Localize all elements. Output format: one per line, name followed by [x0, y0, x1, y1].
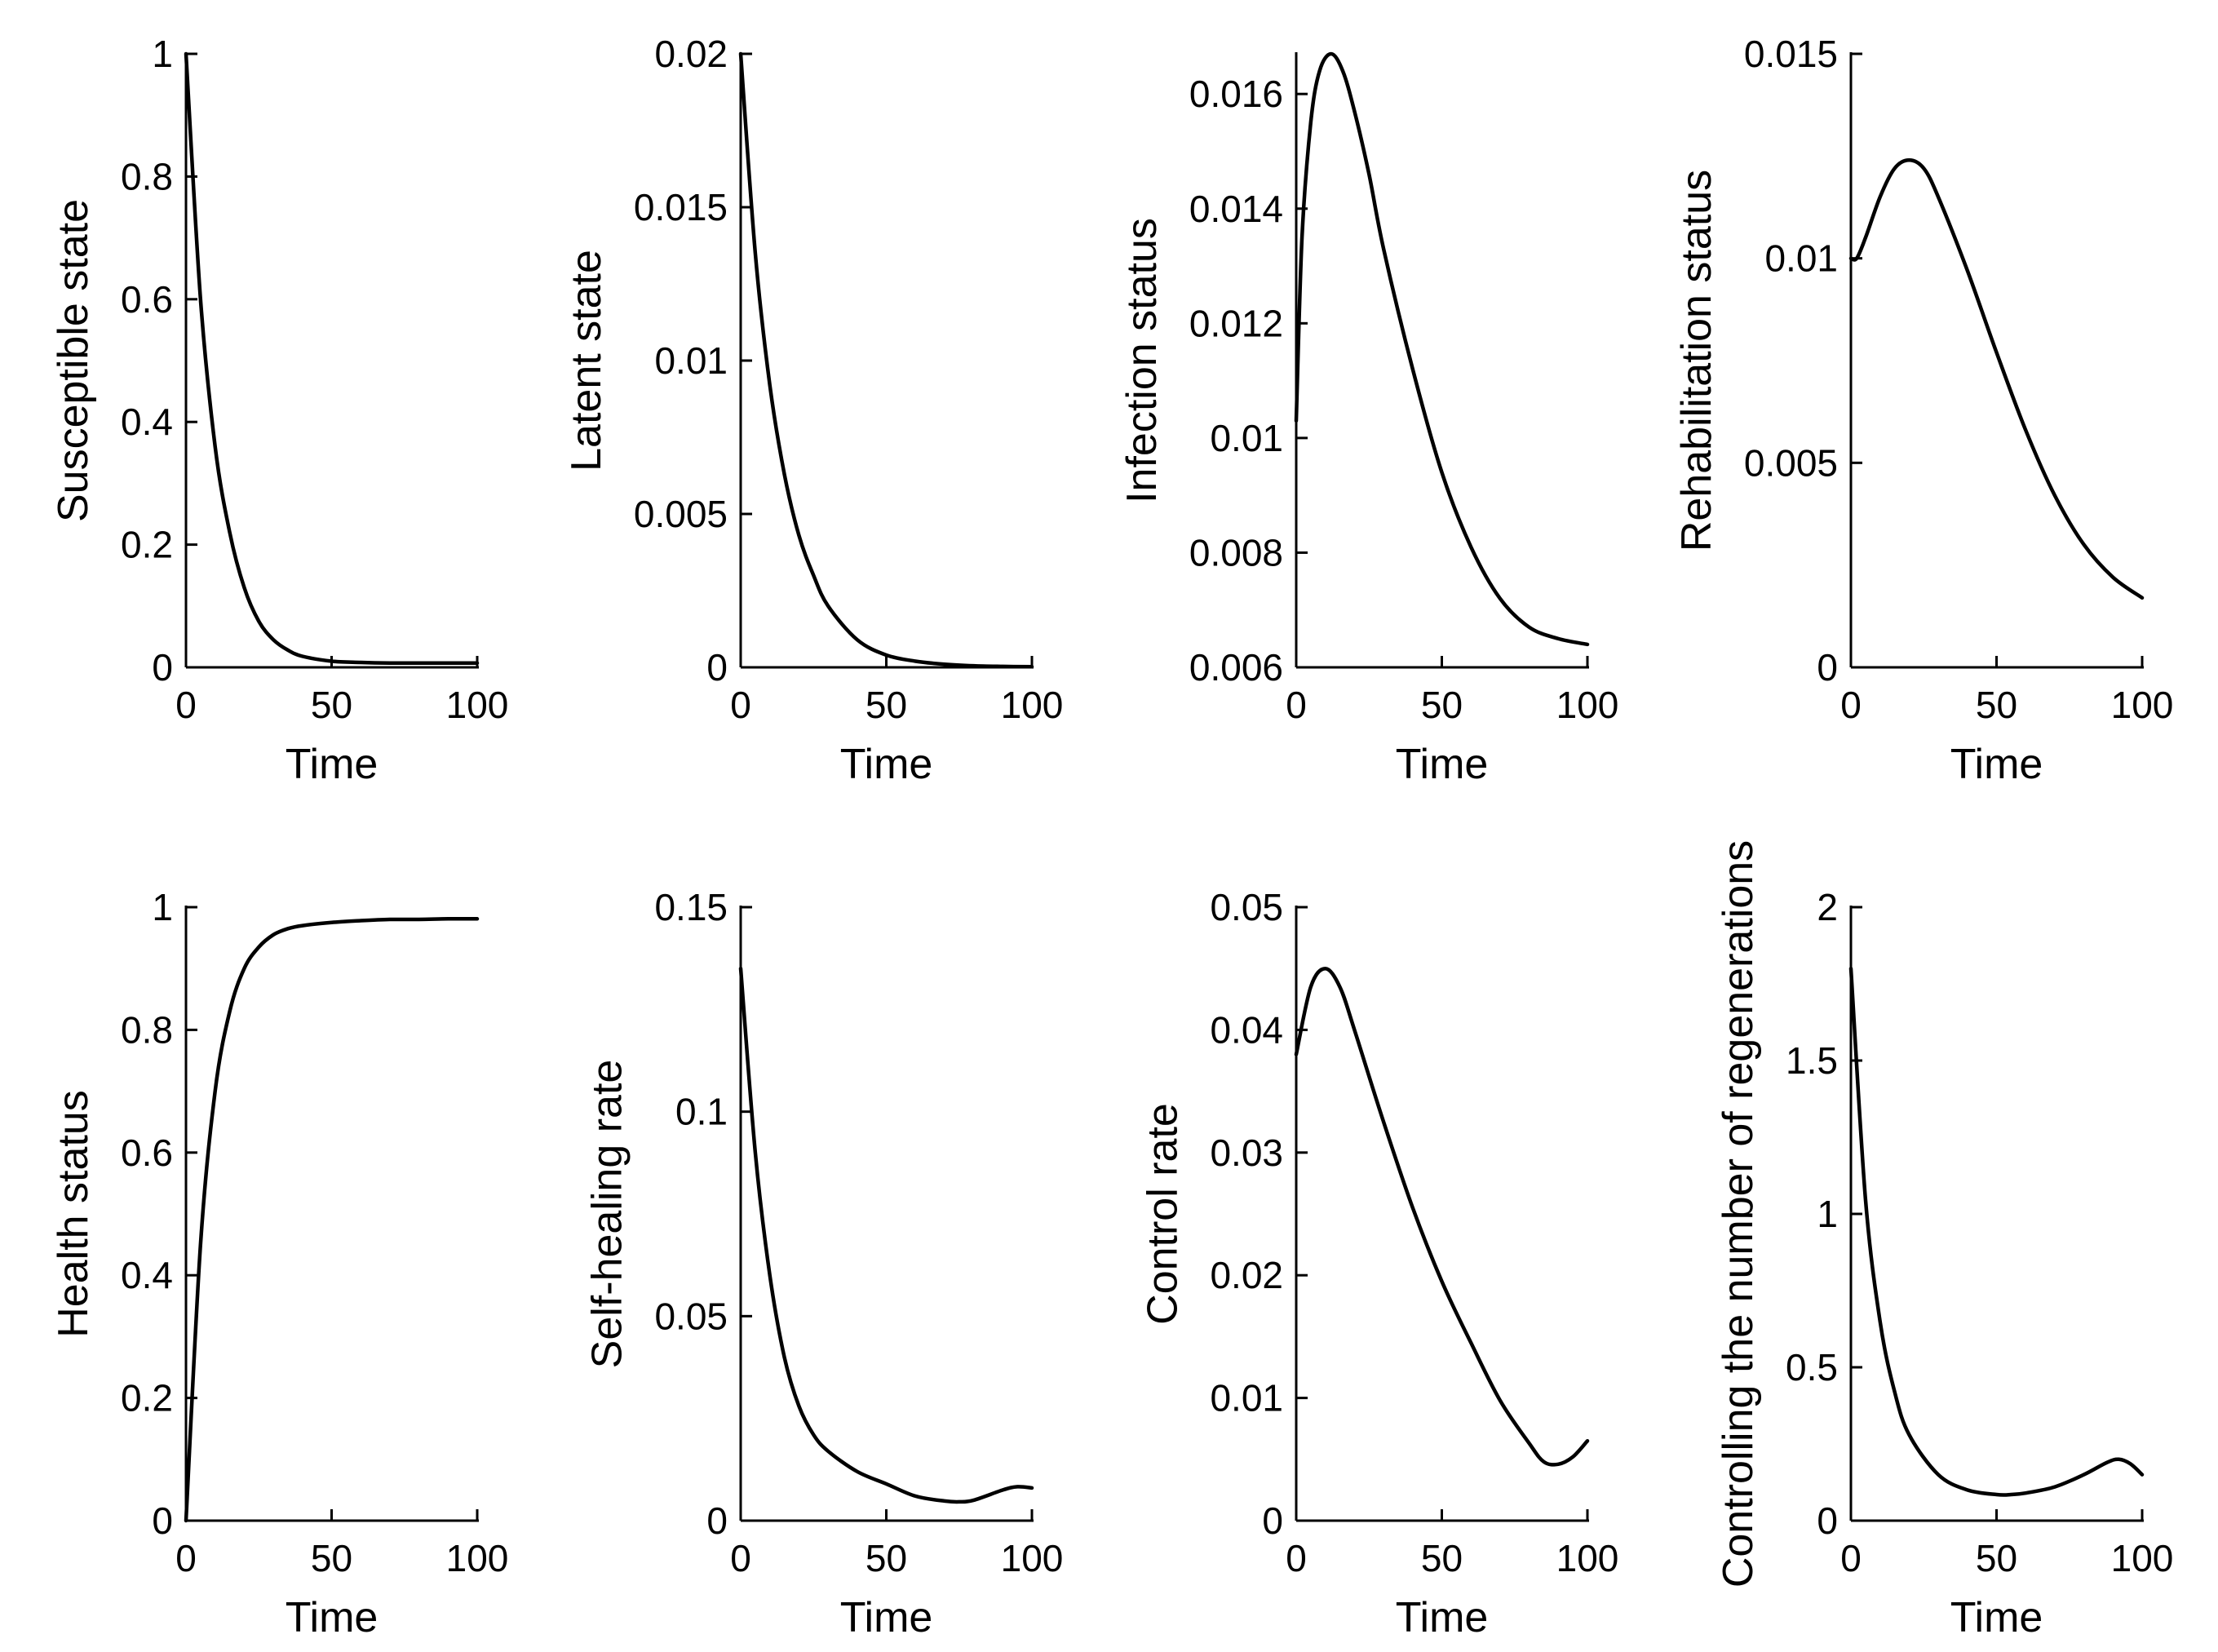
x-tick-label: 50	[1976, 1537, 2017, 1579]
y-axis-label: Health status	[50, 1090, 97, 1338]
series-line	[184, 51, 480, 666]
y-tick-label: 0	[1817, 646, 1838, 689]
y-tick-label: 0.008	[1189, 531, 1283, 574]
y-tick-label: 0.5	[1786, 1346, 1838, 1388]
series-line	[738, 966, 1034, 1504]
x-axis-label: Time	[286, 1594, 379, 1641]
x-tick-label: 100	[2111, 684, 2174, 726]
x-tick-label: 100	[446, 1537, 509, 1579]
y-tick-label: 0.015	[1744, 33, 1838, 75]
series-line	[1294, 966, 1590, 1467]
x-tick-label: 0	[1286, 684, 1307, 726]
panel-2: 0 0.005 0.01 0.015 0.02 0 50 100 Time Latent stat…	[563, 33, 1063, 788]
y-axis-label: Controlling the number of regenerations	[1715, 840, 1762, 1588]
panel-7: 0 0.01 0.02 0.03 0.04 0.05 0 50 100 Time Control r…	[1140, 886, 1619, 1641]
y-tick-label: 0.4	[121, 1254, 173, 1296]
y-axis-label: Self-healing rate	[584, 1060, 631, 1369]
x-axis-label: Time	[286, 741, 379, 788]
x-axis-label: Time	[1396, 1594, 1489, 1641]
y-tick-label: 0.1	[675, 1091, 728, 1133]
x-tick-label: 50	[866, 684, 907, 726]
y-tick-label: 0.01	[654, 339, 728, 382]
x-tick-label: 50	[311, 1537, 352, 1579]
y-tick-label: 0.005	[634, 493, 728, 535]
panel-3: 0.006 0.008 0.01 0.012 0.014 0.016 0 50 100 Time I…	[1118, 51, 1619, 788]
panel-1: 0 0.2 0.4 0.6 0.8 1 0 50 100 Time Susceptible stat…	[50, 33, 508, 788]
y-tick-label: 0.02	[654, 33, 728, 75]
x-tick-label: 0	[730, 1537, 751, 1579]
y-tick-label: 0.03	[1210, 1132, 1283, 1174]
y-tick-label: 0.015	[634, 186, 728, 228]
y-tick-label: 0	[1817, 1499, 1838, 1542]
series-line	[1294, 51, 1590, 647]
y-axis-label: Rehabilitation status	[1673, 170, 1720, 551]
y-tick-label: 0.02	[1210, 1254, 1283, 1296]
y-tick-label: 0	[1262, 1499, 1283, 1542]
y-tick-label: 0.006	[1189, 646, 1283, 689]
panel-6: 0 0.05 0.1 0.15 0 50 100 Time Self-healing rate	[584, 886, 1064, 1641]
y-tick-label: 1	[1817, 1193, 1838, 1235]
series-line	[1848, 966, 2145, 1497]
x-tick-label: 0	[730, 684, 751, 726]
y-tick-label: 0.04	[1210, 1008, 1283, 1051]
x-tick-label: 50	[311, 684, 352, 726]
y-tick-label: 0.2	[121, 524, 173, 566]
x-axis-label: Time	[1950, 741, 2043, 788]
x-tick-label: 0	[1840, 1537, 1862, 1579]
y-tick-label: 0.05	[1210, 886, 1283, 928]
y-tick-label: 0.6	[121, 278, 173, 321]
y-tick-label: 0	[152, 1499, 173, 1542]
y-tick-label: 0.8	[121, 155, 173, 197]
x-axis-label: Time	[1950, 1594, 2043, 1641]
y-tick-label: 2	[1817, 886, 1838, 928]
y-tick-label: 0.012	[1189, 302, 1283, 344]
panel-5: 0 0.2 0.4 0.6 0.8 1 0 50 100 Time Health status	[50, 886, 508, 1641]
y-tick-label: 1	[152, 33, 173, 75]
x-tick-label: 100	[1001, 1537, 1064, 1579]
x-tick-label: 100	[1001, 684, 1064, 726]
x-tick-label: 50	[1421, 684, 1463, 726]
series-line	[184, 917, 480, 1523]
x-axis-label: Time	[840, 741, 933, 788]
y-tick-label: 0.01	[1764, 237, 1838, 280]
y-tick-label: 0.6	[121, 1132, 173, 1174]
y-tick-label: 0.05	[654, 1295, 728, 1337]
y-tick-label: 0.15	[654, 886, 728, 928]
y-tick-label: 0.8	[121, 1008, 173, 1051]
x-tick-label: 100	[2111, 1537, 2174, 1579]
x-tick-label: 0	[175, 684, 197, 726]
x-tick-label: 0	[1286, 1537, 1307, 1579]
y-tick-label: 0.2	[121, 1377, 173, 1419]
y-tick-label: 1.5	[1786, 1039, 1838, 1082]
y-tick-label: 0.4	[121, 401, 173, 443]
series-line	[1848, 158, 2145, 600]
x-axis-label: Time	[840, 1594, 933, 1641]
x-tick-label: 100	[1556, 1537, 1619, 1579]
x-tick-label: 50	[1421, 1537, 1463, 1579]
y-tick-label: 0.016	[1189, 73, 1283, 115]
y-tick-label: 1	[152, 886, 173, 928]
y-axis-label: Infection status	[1118, 218, 1166, 503]
x-tick-label: 0	[1840, 684, 1862, 726]
panel-8: 0 0.5 1 1.5 2 0 50 100 Time Controlling the numbe…	[1715, 840, 2173, 1641]
x-tick-label: 100	[1556, 684, 1619, 726]
y-tick-label: 0.014	[1189, 188, 1283, 230]
x-tick-label: 0	[175, 1537, 197, 1579]
x-axis-label: Time	[1396, 741, 1489, 788]
y-axis-label: Susceptible state	[50, 199, 97, 522]
y-axis-label: Latent state	[563, 250, 610, 472]
y-tick-label: 0	[152, 646, 173, 689]
x-tick-label: 50	[866, 1537, 907, 1579]
y-tick-label: 0.01	[1210, 417, 1283, 459]
series-line	[738, 51, 1034, 669]
y-tick-label: 0.01	[1210, 1377, 1283, 1419]
x-tick-label: 50	[1976, 684, 2017, 726]
x-tick-label: 100	[446, 684, 509, 726]
y-tick-label: 0	[706, 1499, 728, 1542]
y-axis-label: Control rate	[1140, 1103, 1187, 1325]
y-tick-label: 0	[706, 646, 728, 689]
panel-4: 0 0.005 0.01 0.015 0 50 100 Time Rehabilitation …	[1673, 33, 2173, 788]
y-tick-label: 0.005	[1744, 441, 1838, 484]
